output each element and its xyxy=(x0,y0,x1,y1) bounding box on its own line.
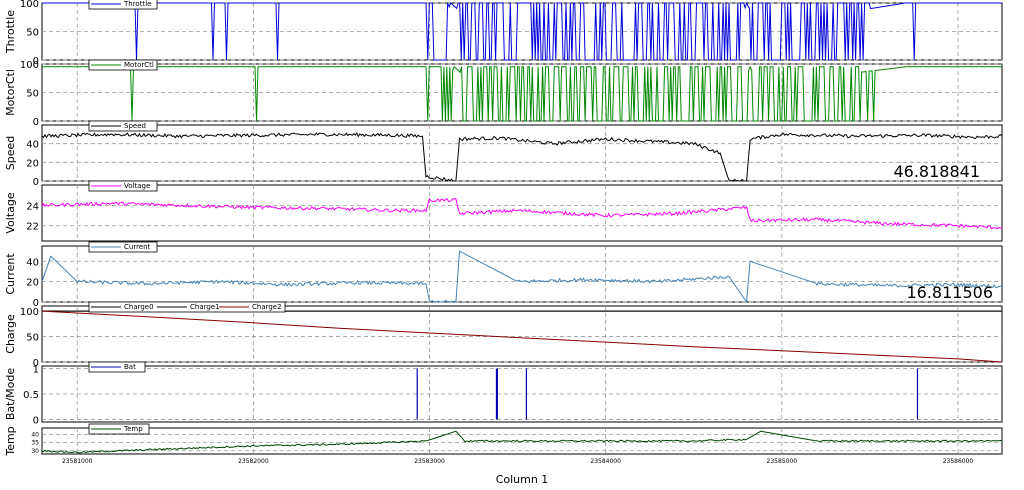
panel-frame xyxy=(41,184,1003,242)
y-axis-label: MotorCtl xyxy=(4,69,17,116)
series-line xyxy=(41,430,1003,454)
series-line xyxy=(41,250,1003,304)
legend-box xyxy=(88,241,158,253)
y-tick-label: 22 xyxy=(26,222,39,233)
x-axis-label: Column 1 xyxy=(496,473,549,486)
x-tick-label: 23583000 xyxy=(414,458,445,465)
y-tick-label: 0 xyxy=(33,298,39,309)
legend-label: Charge2 xyxy=(252,303,282,311)
y-tick-label: 40 xyxy=(31,432,39,439)
legend-box xyxy=(88,59,158,71)
y-axis-label: Current xyxy=(4,253,17,295)
y-tick-label: 40 xyxy=(26,140,39,151)
y-tick-label: 100 xyxy=(20,0,39,10)
y-axis-label: Speed xyxy=(4,136,17,170)
y-tick-label: 40 xyxy=(26,257,39,268)
y-tick-label: 0 xyxy=(33,56,39,67)
y-tick-label: 35 xyxy=(31,440,39,447)
legend-box xyxy=(88,0,158,10)
y-tick-label: 0 xyxy=(33,358,39,369)
legend-label: Bat xyxy=(124,363,136,371)
legend-box xyxy=(88,180,158,192)
y-axis-label: Charge xyxy=(4,314,17,354)
y-tick-label: 50 xyxy=(26,28,39,39)
series-line xyxy=(42,65,1002,122)
y-tick-label: 30 xyxy=(31,448,39,455)
legend-label: Charge1 xyxy=(190,303,220,311)
legend-label: Charge0 xyxy=(124,303,154,311)
y-axis-label: Voltage xyxy=(4,192,17,233)
legend-label: Temp xyxy=(123,425,143,433)
y-axis-label: Bat/Mode xyxy=(4,368,17,421)
panel-frame xyxy=(41,305,1003,363)
y-tick-label: 0 xyxy=(33,415,39,426)
x-tick-label: 23581000 xyxy=(62,458,93,465)
series-line xyxy=(41,310,1003,363)
x-tick-label: 23586000 xyxy=(943,458,974,465)
y-tick-label: 50 xyxy=(26,333,39,344)
legend-label: Voltage xyxy=(124,182,150,190)
y-tick-label: 0 xyxy=(33,177,39,188)
series-line xyxy=(41,197,1003,230)
y-tick-label: 20 xyxy=(26,278,39,289)
panel-frame xyxy=(41,124,1003,182)
y-axis-label: Throttle xyxy=(4,10,17,54)
y-tick-label: 50 xyxy=(26,89,39,100)
x-tick-label: 23584000 xyxy=(590,458,621,465)
legend-label: Speed xyxy=(124,122,146,130)
series-line xyxy=(42,1,1002,61)
x-tick-label: 23585000 xyxy=(767,458,798,465)
y-tick-label: 1 xyxy=(33,365,39,376)
series-line xyxy=(41,132,1003,182)
x-tick-label: 23582000 xyxy=(238,458,269,465)
y-axis-label: Temp xyxy=(4,426,17,456)
legend-label: MotorCtl xyxy=(124,61,154,69)
y-tick-label: 24 xyxy=(26,201,39,212)
panel-frame xyxy=(41,245,1003,303)
y-tick-label: 100 xyxy=(20,60,39,71)
y-tick-label: 0.5 xyxy=(23,390,39,401)
legend-label: Throttle xyxy=(123,0,151,8)
y-tick-label: 100 xyxy=(20,307,39,318)
y-tick-label: 0 xyxy=(33,117,39,128)
y-tick-label: 20 xyxy=(26,158,39,169)
value-readout: 16.811506 xyxy=(906,283,993,302)
legend-box xyxy=(88,120,158,132)
legend-label: Current xyxy=(124,243,151,251)
value-readout: 46.818841 xyxy=(893,162,980,181)
